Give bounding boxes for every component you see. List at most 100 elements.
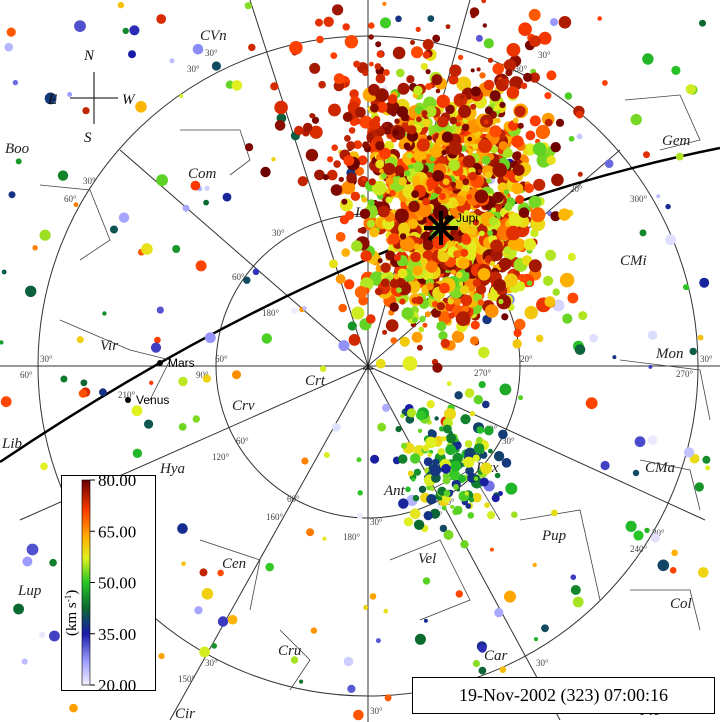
data-point <box>472 219 480 226</box>
data-point <box>512 164 525 176</box>
data-point <box>76 336 84 344</box>
data-point <box>179 94 184 98</box>
data-point <box>377 258 383 264</box>
data-point <box>498 298 504 305</box>
data-point <box>546 155 556 165</box>
data-point <box>389 189 396 197</box>
data-point <box>413 519 425 530</box>
data-point <box>463 456 475 468</box>
data-point <box>508 212 524 228</box>
data-point <box>535 124 551 140</box>
data-point <box>178 376 188 387</box>
data-point <box>394 208 409 223</box>
data-point <box>422 240 434 251</box>
data-point <box>396 106 408 118</box>
data-point <box>385 196 393 204</box>
data-point <box>349 89 359 99</box>
data-point <box>407 119 415 127</box>
data-point <box>486 510 496 520</box>
data-point <box>425 69 431 75</box>
data-point <box>489 125 502 138</box>
data-point <box>413 468 421 476</box>
data-point <box>371 180 387 196</box>
data-point <box>543 275 554 286</box>
data-point <box>441 131 453 143</box>
data-point <box>518 395 524 401</box>
grid-label: 240° <box>630 544 648 554</box>
data-point <box>432 458 440 466</box>
data-point <box>523 72 533 82</box>
grid-label: 20° <box>570 184 583 194</box>
data-point <box>477 299 484 306</box>
data-point <box>416 116 422 123</box>
data-point <box>305 148 319 162</box>
data-point <box>265 562 275 572</box>
data-point <box>448 312 455 319</box>
data-point <box>181 561 186 566</box>
data-point <box>445 444 457 456</box>
data-point <box>499 101 506 108</box>
data-point <box>422 577 431 585</box>
data-point <box>496 294 512 310</box>
data-point <box>338 303 348 313</box>
data-point <box>416 344 423 351</box>
data-point <box>489 90 501 102</box>
data-point <box>424 311 431 318</box>
grid-label: 30° <box>370 706 383 716</box>
data-point <box>488 448 493 454</box>
data-point <box>422 444 430 452</box>
data-point <box>375 358 386 369</box>
data-point <box>444 408 456 420</box>
data-point <box>459 94 465 100</box>
constellation-lines-cru <box>279 629 311 691</box>
data-point <box>499 666 507 673</box>
data-point <box>552 288 560 296</box>
data-point <box>21 658 28 665</box>
data-point <box>492 191 504 204</box>
data-point <box>473 476 479 481</box>
data-point <box>78 389 88 398</box>
data-point <box>393 254 401 262</box>
data-point <box>489 260 496 267</box>
data-point <box>574 344 586 355</box>
constellation-label-cen: Cen <box>222 556 246 572</box>
data-point <box>484 425 494 436</box>
data-point <box>465 503 472 509</box>
data-point <box>406 75 415 84</box>
data-point <box>327 169 338 181</box>
data-point <box>122 27 129 35</box>
data-point <box>82 107 90 115</box>
data-point <box>518 207 530 218</box>
data-point <box>67 92 73 97</box>
data-point <box>464 440 473 448</box>
data-point <box>604 159 614 168</box>
data-point <box>494 472 501 479</box>
data-point <box>431 74 443 86</box>
data-point <box>572 596 584 608</box>
data-point <box>503 189 510 195</box>
data-point <box>528 259 542 273</box>
data-point <box>330 184 343 196</box>
data-point <box>369 227 379 238</box>
constellation-lines <box>39 94 711 691</box>
data-point <box>353 140 363 150</box>
data-point <box>523 238 537 251</box>
data-point <box>506 43 521 57</box>
data-point <box>118 212 130 223</box>
data-point <box>60 375 68 383</box>
data-point <box>22 556 33 567</box>
data-point <box>567 292 579 304</box>
data-point <box>422 322 428 328</box>
data-point <box>576 133 583 140</box>
grid-label: 210° <box>118 390 136 400</box>
data-point <box>385 100 400 116</box>
data-point <box>1 269 7 275</box>
data-point <box>158 653 165 660</box>
data-point <box>427 452 432 457</box>
data-point <box>422 51 431 59</box>
data-point <box>341 198 348 205</box>
data-point <box>309 113 315 119</box>
data-point <box>472 278 481 287</box>
data-point <box>570 574 577 580</box>
data-point <box>231 80 243 91</box>
